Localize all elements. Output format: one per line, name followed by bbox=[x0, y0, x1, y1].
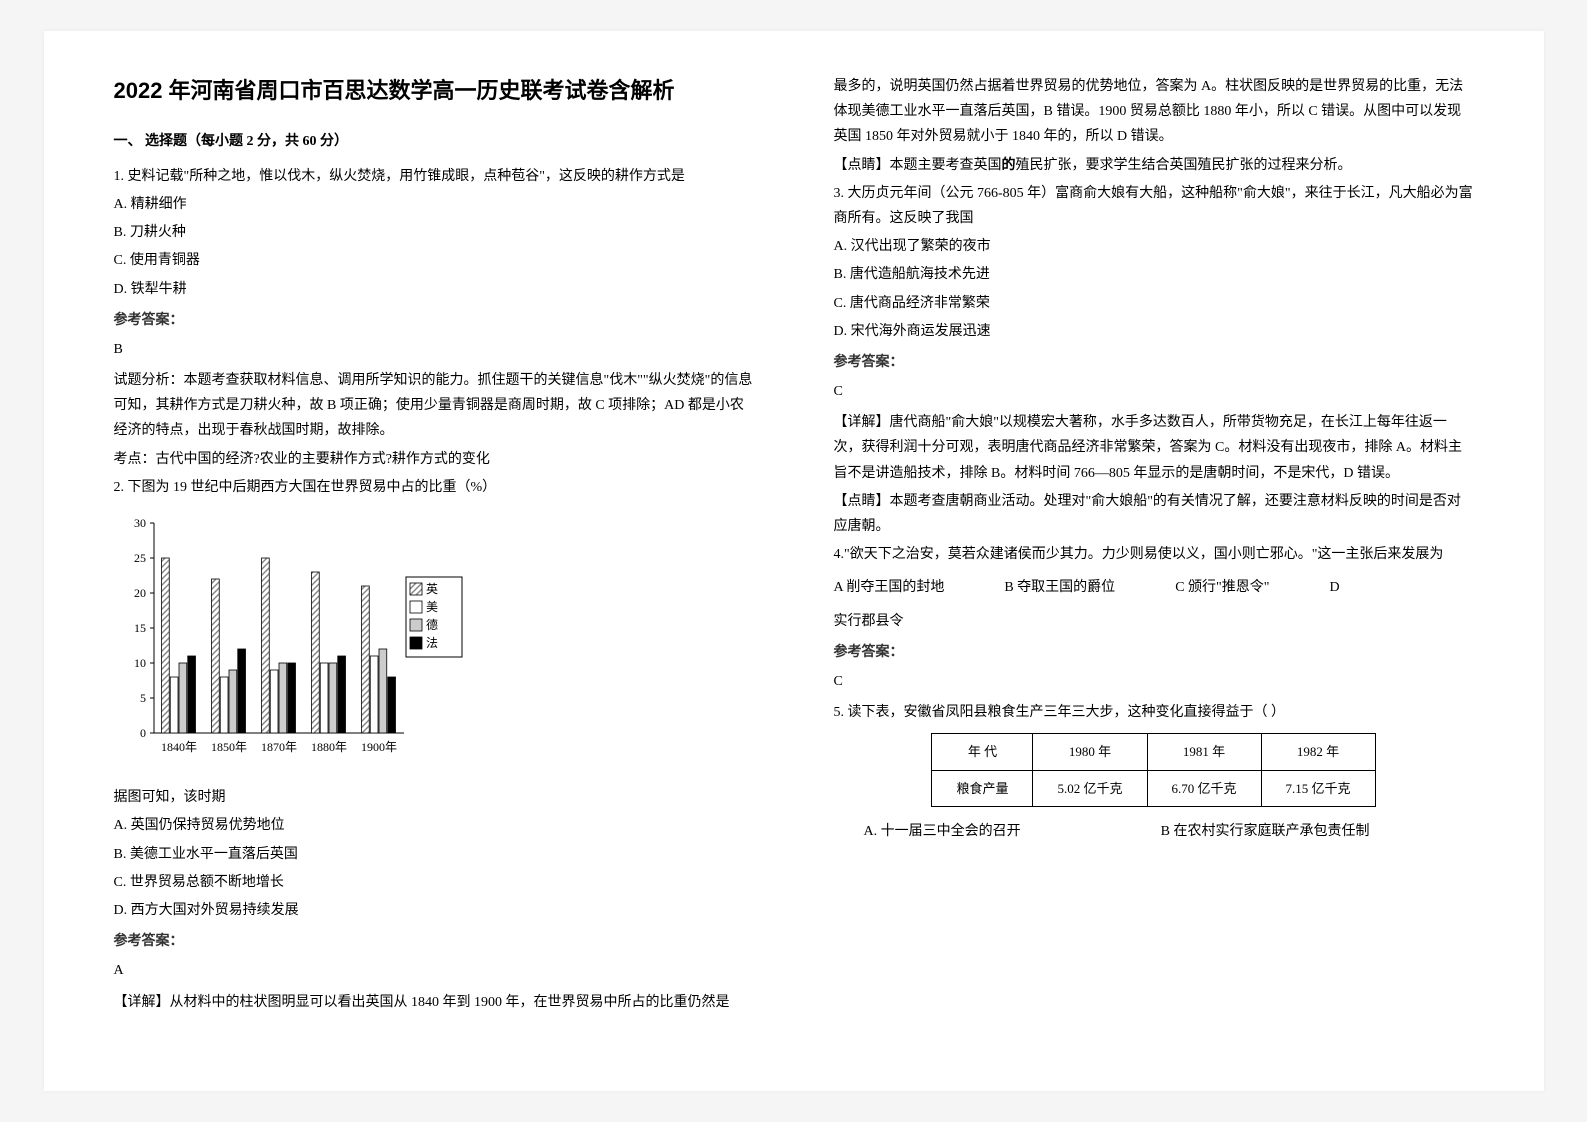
table-cell: 5.02 亿千克 bbox=[1033, 770, 1147, 806]
column-right: 最多的，说明英国仍然占据着世界贸易的优势地位，答案为 A。柱状图反映的是世界贸易… bbox=[794, 71, 1494, 1051]
q5-option-a: A. 十一届三中全会的召开 bbox=[864, 819, 1021, 844]
dj-bold: 的 bbox=[1002, 158, 1016, 173]
q5-options-row: A. 十一届三中全会的召开 B 在农村实行家庭联产承包责任制 bbox=[864, 819, 1474, 844]
q4-answer: C bbox=[834, 669, 1474, 694]
q2-ref-label: 参考答案： bbox=[114, 929, 754, 954]
q5-table: 年 代 1980 年 1981 年 1982 年 粮食产量 5.02 亿千克 6… bbox=[931, 733, 1375, 807]
exam-page: 2022 年河南省周口市百思达数学高一历史联考试卷含解析 一、 选择题（每小题 … bbox=[44, 31, 1544, 1091]
q2-bar-chart: 0 5 10 15 20 25 30 1840年 1850年 1870年 1880年 1900年 英美德… bbox=[114, 513, 474, 763]
q1-answer: B bbox=[114, 337, 754, 362]
q2-explanation-1: 【详解】从材料中的柱状图明显可以看出英国从 1840 年到 1900 年，在世界… bbox=[114, 990, 754, 1015]
svg-text:美: 美 bbox=[426, 600, 438, 614]
q2-explanation-cont: 最多的，说明英国仍然占据着世界贸易的优势地位，答案为 A。柱状图反映的是世界贸易… bbox=[834, 74, 1474, 150]
table-cell: 1981 年 bbox=[1147, 734, 1261, 770]
column-left: 2022 年河南省周口市百思达数学高一历史联考试卷含解析 一、 选择题（每小题 … bbox=[94, 71, 794, 1051]
q1-explanation-2: 考点：古代中国的经济?农业的主要耕作方式?耕作方式的变化 bbox=[114, 447, 754, 472]
svg-text:1870年: 1870年 bbox=[260, 740, 296, 754]
svg-text:25: 25 bbox=[134, 551, 146, 565]
q1-explanation-1: 试题分析：本题考查获取材料信息、调用所学知识的能力。抓住题干的关键信息"伐木""… bbox=[114, 368, 754, 444]
q3-stem: 3. 大历贞元年间（公元 766-805 年）富商俞大娘有大船，这种船称"俞大娘… bbox=[834, 181, 1474, 231]
q4-option-d-rest: 实行郡县令 bbox=[834, 609, 1474, 634]
q2-dianjing: 【点睛】本题主要考查英国的殖民扩张，要求学生结合英国殖民扩张的过程来分析。 bbox=[834, 153, 1474, 178]
dj-post: 殖民扩张，要求学生结合英国殖民扩张的过程来分析。 bbox=[1016, 158, 1352, 173]
q4-stem: 4."欲天下之治安，莫若众建诸侯而少其力。力少则易使以义，国小则亡邪心。"这一主… bbox=[834, 542, 1474, 567]
q1-option-d: D. 铁犁牛耕 bbox=[114, 277, 754, 302]
q3-option-d: D. 宋代海外商运发展迅速 bbox=[834, 319, 1474, 344]
q3-explanation-1: 【详解】唐代商船"俞大娘"以规模宏大著称，水手多达数百人，所带货物充足，在长江上… bbox=[834, 410, 1474, 486]
q2-option-b: B. 美德工业水平一直落后英国 bbox=[114, 842, 754, 867]
page-title: 2022 年河南省周口市百思达数学高一历史联考试卷含解析 bbox=[114, 71, 754, 111]
table-cell: 1980 年 bbox=[1033, 734, 1147, 770]
q3-option-a: A. 汉代出现了繁荣的夜市 bbox=[834, 234, 1474, 259]
svg-text:法: 法 bbox=[426, 636, 438, 650]
q5-stem: 5. 读下表，安徽省凤阳县粮食生产三年三大步，这种变化直接得益于（ ） bbox=[834, 700, 1474, 725]
q2-option-a: A. 英国仍保持贸易优势地位 bbox=[114, 813, 754, 838]
svg-text:5: 5 bbox=[140, 691, 146, 705]
svg-text:20: 20 bbox=[134, 586, 146, 600]
q5-option-b: B 在农村实行家庭联产承包责任制 bbox=[1161, 819, 1370, 844]
q4-option-c: C 颁行"推恩令" bbox=[1175, 575, 1269, 600]
q3-option-b: B. 唐代造船航海技术先进 bbox=[834, 262, 1474, 287]
q3-option-c: C. 唐代商品经济非常繁荣 bbox=[834, 291, 1474, 316]
table-row: 年 代 1980 年 1981 年 1982 年 bbox=[932, 734, 1375, 770]
table-cell: 粮食产量 bbox=[932, 770, 1033, 806]
q4-option-d-prefix: D bbox=[1329, 575, 1339, 600]
svg-text:0: 0 bbox=[140, 726, 146, 740]
q2-option-c: C. 世界贸易总额不断地增长 bbox=[114, 870, 754, 895]
table-cell: 1982 年 bbox=[1261, 734, 1375, 770]
q4-ref-label: 参考答案： bbox=[834, 640, 1474, 665]
q1-option-a: A. 精耕细作 bbox=[114, 192, 754, 217]
q4-options-row: A 削夺王国的封地 B 夺取王国的爵位 C 颁行"推恩令" D bbox=[834, 575, 1474, 600]
q2-option-d: D. 西方大国对外贸易持续发展 bbox=[114, 898, 754, 923]
svg-text:15: 15 bbox=[134, 621, 146, 635]
svg-text:10: 10 bbox=[134, 656, 146, 670]
svg-text:1880年: 1880年 bbox=[310, 740, 346, 754]
table-row: 粮食产量 5.02 亿千克 6.70 亿千克 7.15 亿千克 bbox=[932, 770, 1375, 806]
q2-after-chart: 据图可知，该时期 bbox=[114, 785, 754, 810]
dj-pre: 【点睛】本题主要考查英国 bbox=[834, 158, 1002, 173]
svg-text:30: 30 bbox=[134, 516, 146, 530]
svg-text:英: 英 bbox=[426, 582, 438, 596]
svg-text:1840年: 1840年 bbox=[160, 740, 196, 754]
table-cell: 6.70 亿千克 bbox=[1147, 770, 1261, 806]
q1-ref-label: 参考答案： bbox=[114, 308, 754, 333]
q1-stem: 1. 史料记载"所种之地，惟以伐木，纵火焚烧，用竹锥成眼，点种苞谷"，这反映的耕… bbox=[114, 164, 754, 189]
section-heading: 一、 选择题（每小题 2 分，共 60 分） bbox=[114, 129, 754, 154]
svg-text:1900年: 1900年 bbox=[360, 740, 396, 754]
q3-answer: C bbox=[834, 379, 1474, 404]
q2-answer: A bbox=[114, 958, 754, 983]
q1-option-c: C. 使用青铜器 bbox=[114, 248, 754, 273]
table-cell: 年 代 bbox=[932, 734, 1033, 770]
table-cell: 7.15 亿千克 bbox=[1261, 770, 1375, 806]
q4-option-b: B 夺取王国的爵位 bbox=[1004, 575, 1115, 600]
q4-option-a: A 削夺王国的封地 bbox=[834, 575, 945, 600]
svg-text:德: 德 bbox=[426, 617, 438, 632]
q2-stem: 2. 下图为 19 世纪中后期西方大国在世界贸易中占的比重（%） bbox=[114, 475, 754, 500]
q1-option-b: B. 刀耕火种 bbox=[114, 220, 754, 245]
q3-explanation-2: 【点睛】本题考查唐朝商业活动。处理对"俞大娘船"的有关情况了解，还要注意材料反映… bbox=[834, 489, 1474, 539]
q3-ref-label: 参考答案： bbox=[834, 350, 1474, 375]
svg-text:1850年: 1850年 bbox=[210, 740, 246, 754]
